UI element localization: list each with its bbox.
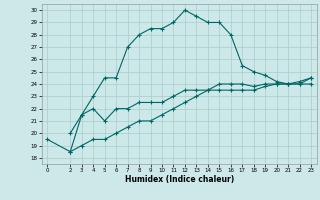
X-axis label: Humidex (Indice chaleur): Humidex (Indice chaleur) (124, 175, 234, 184)
